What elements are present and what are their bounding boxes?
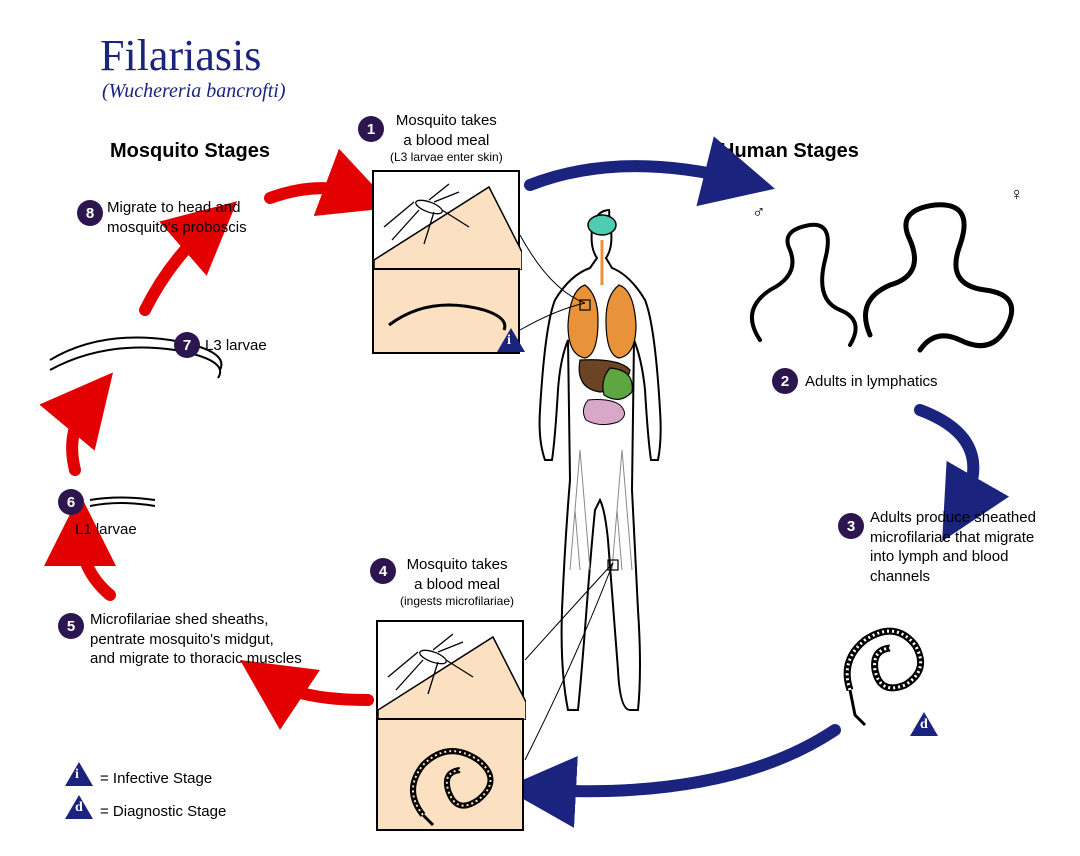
svg-text:♀: ♀ [1010,184,1024,204]
step-1-label: Mosquito takesa blood meal(L3 larvae ent… [390,111,503,166]
step-3-badge: 3 [838,513,864,539]
adult-worms: ♂ ♀ [752,184,1024,350]
human-body [540,210,661,710]
step-2-badge: 2 [772,368,798,394]
step-7-badge: 7 [174,332,200,358]
step-5-label: Microfilariae shed sheaths,pentrate mosq… [90,610,302,669]
diagnostic-mark-in-diagram: d [910,712,938,736]
step-4-badge: 4 [370,558,396,584]
mosquito-bite-box-1 [372,170,520,268]
svg-text:♂: ♂ [752,202,766,222]
mosquito-icon [374,172,522,270]
step-7-label: L3 larvae [205,336,267,356]
microfilaria-closeup-box [376,718,524,831]
l1-larva [90,498,155,507]
mosquito-stages-heading: Mosquito Stages [110,140,270,163]
human-stages-heading: Human Stages [720,140,859,163]
step-6-label: L1 larvae [75,520,137,540]
microfilaria-closeup-icon [378,720,526,833]
step-8-badge: 8 [77,200,103,226]
step-6-badge: 6 [58,489,84,515]
microfilaria-stage3 [847,631,920,725]
diagram-title: Filariasis [100,30,261,81]
infective-mark-in-diagram: i [497,328,525,352]
legend-diagnostic-icon: d [65,795,93,819]
step-5-badge: 5 [58,613,84,639]
legend-infective-text: = Infective Stage [100,770,212,787]
mosquito-icon [378,622,526,720]
legend-infective-icon: i [65,762,93,786]
step-3-label: Adults produce sheathedmicrofilariae tha… [870,508,1036,586]
step-8-label: Migrate to head andmosquito's proboscis [107,198,247,237]
diagram-subtitle: (Wuchereria bancrofti) [102,80,285,103]
step-2-label: Adults in lymphatics [805,372,938,392]
step-1-badge: 1 [358,116,384,142]
step-4-label: Mosquito takesa blood meal(ingests micro… [400,555,514,610]
mosquito-bite-box-2 [376,620,524,718]
legend-diagnostic-text: = Diagnostic Stage [100,803,226,820]
